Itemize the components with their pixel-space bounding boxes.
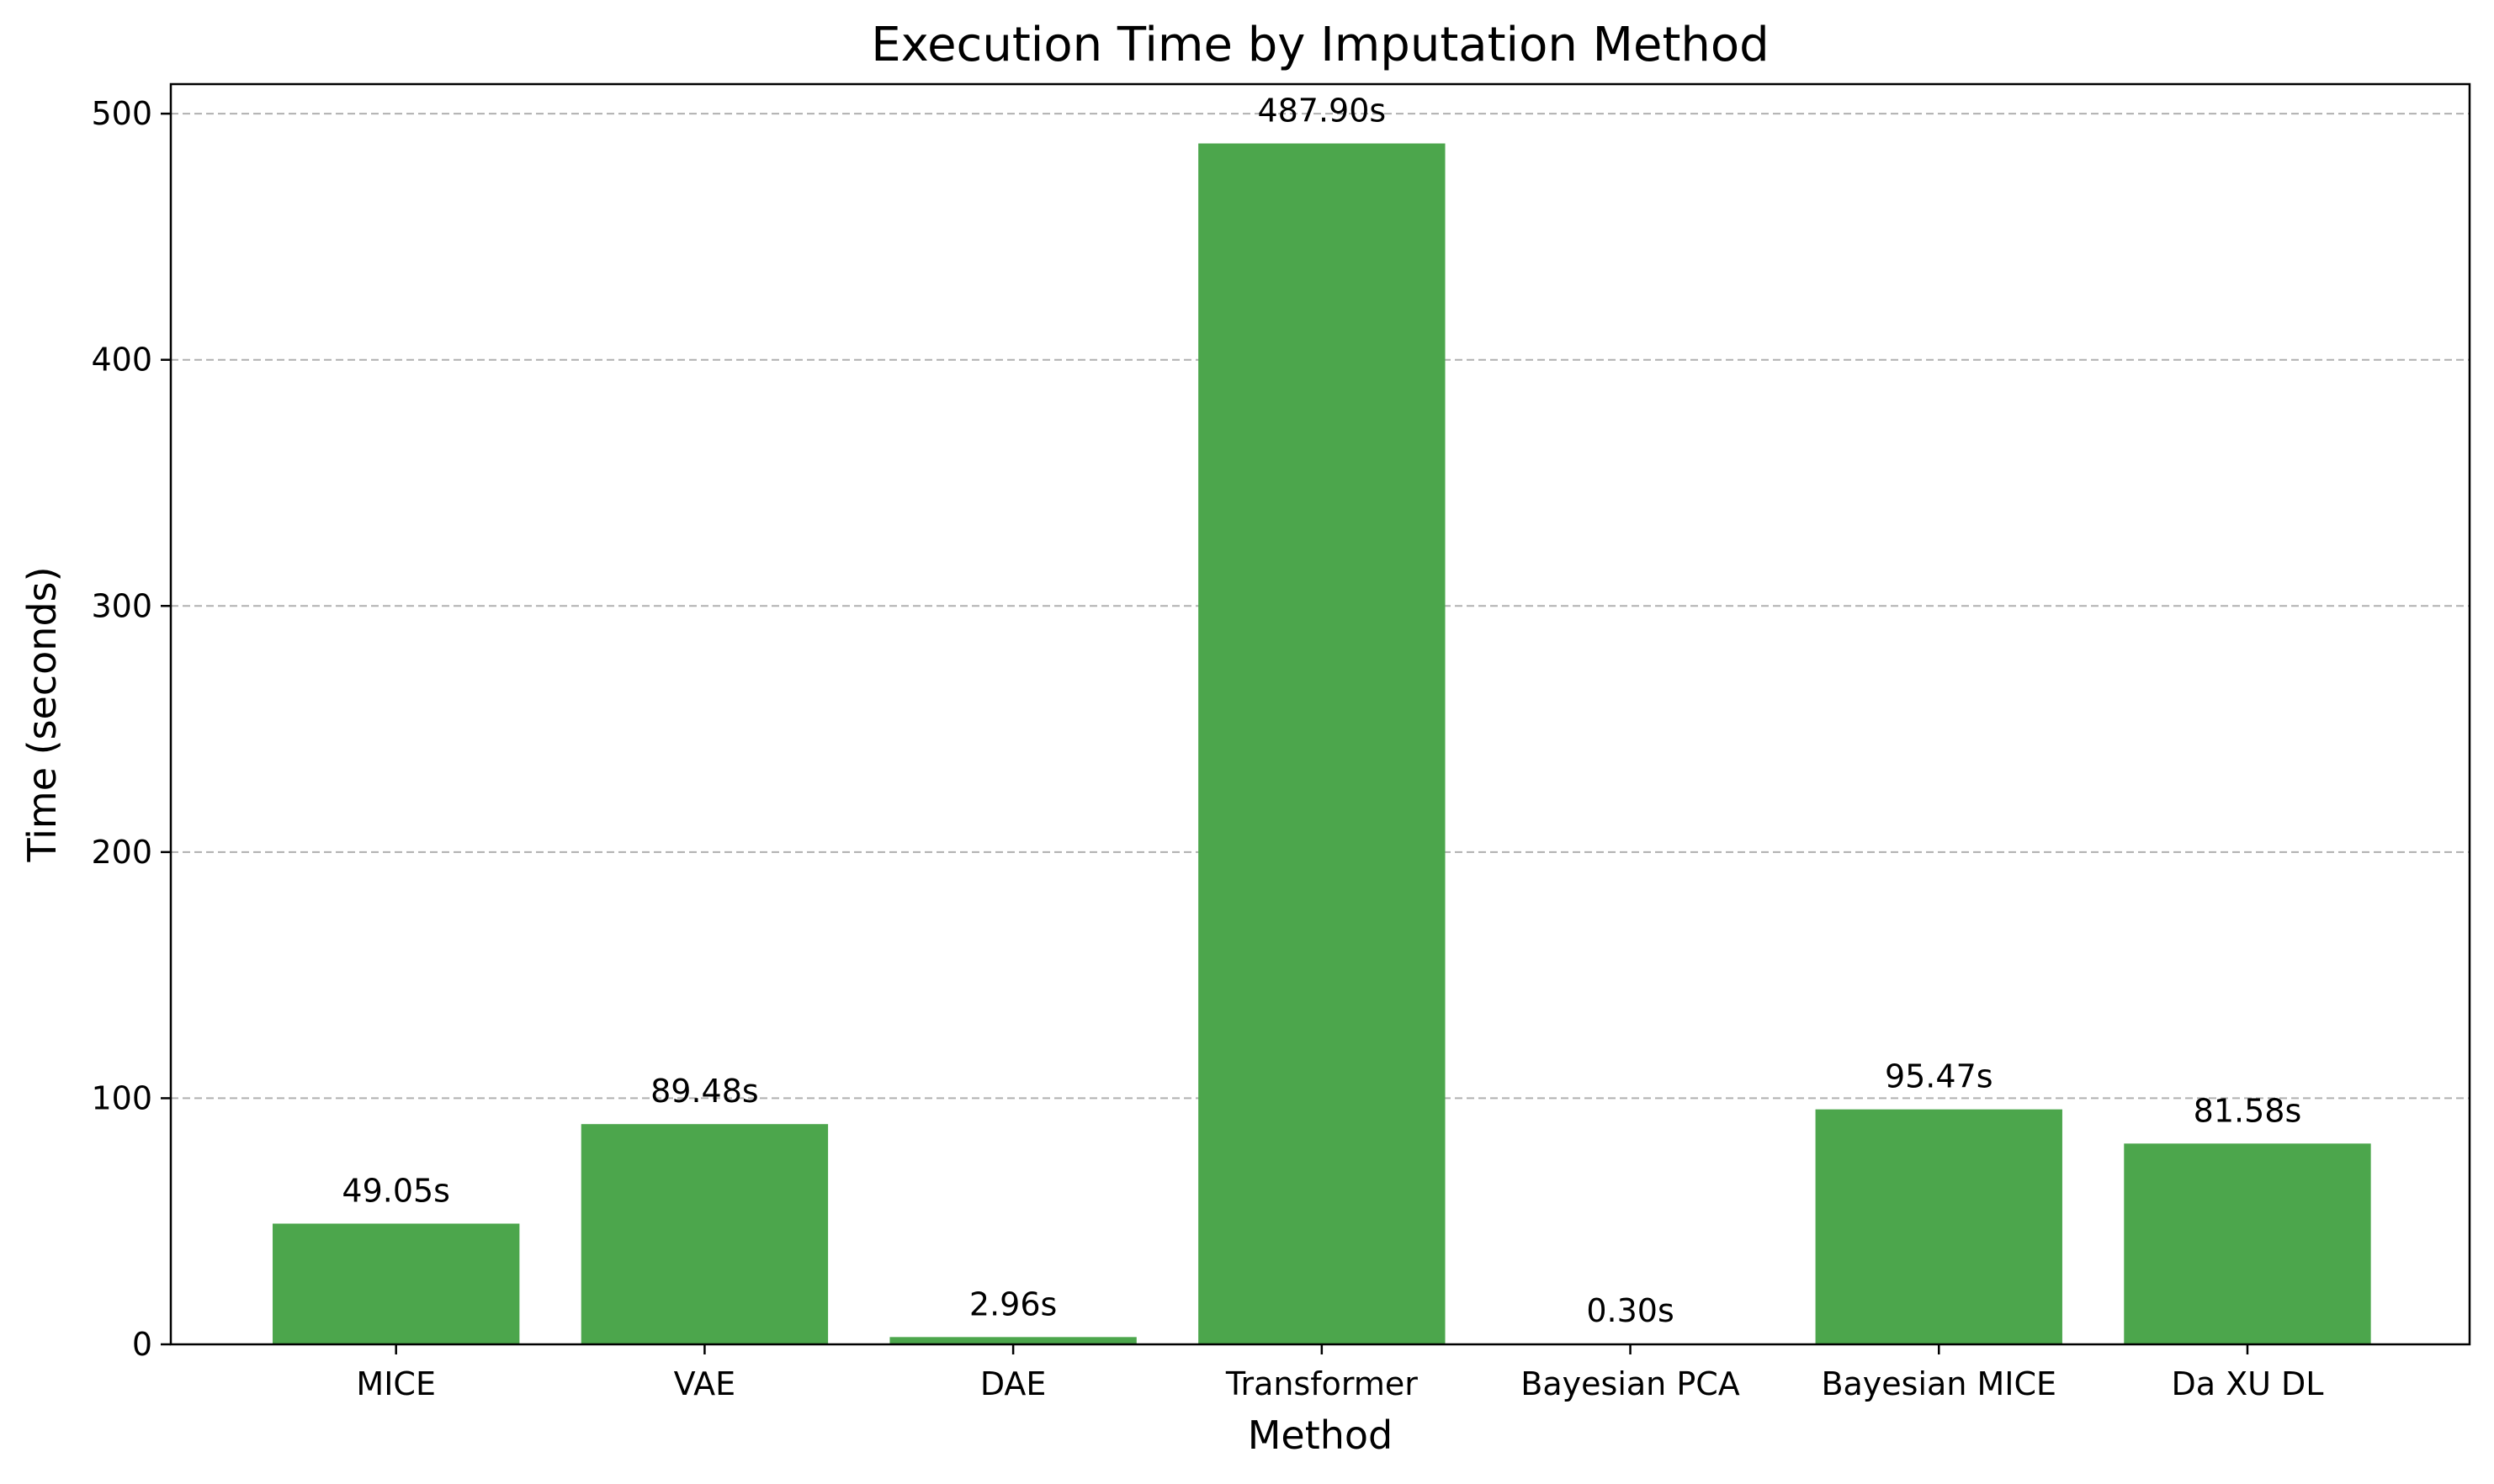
bar-value-label: 487.90s (1257, 93, 1386, 130)
x-tick-label: Bayesian PCA (1520, 1365, 1739, 1402)
bar-bayesian-mice (1815, 1109, 2062, 1344)
bar-da-xu-dl (2124, 1143, 2371, 1344)
bar-value-label: 89.48s (650, 1073, 759, 1110)
bars (273, 143, 2371, 1344)
bar-dae (889, 1337, 1137, 1344)
x-tick-label: Transformer (1225, 1365, 1418, 1402)
x-tick-label: DAE (980, 1365, 1047, 1402)
bar-transformer (1198, 143, 1446, 1344)
x-axis-title: Method (1248, 1412, 1393, 1458)
y-tick-label: 100 (91, 1079, 152, 1116)
bar-value-label: 81.58s (2194, 1092, 2302, 1129)
x-tick-label: Da XU DL (2171, 1365, 2323, 1402)
bar-value-label: 95.47s (1885, 1058, 1993, 1095)
plot-frame (169, 82, 2471, 1346)
bar-mice (273, 1223, 520, 1344)
bar-value-labels: 49.05s 89.48s 2.96s 487.90s 0.30s 95.47s 81.58… (342, 93, 2301, 1330)
x-axis-ticks: MICE VAE DAE Transformer Bayesian PCA Bayesia… (356, 1344, 2323, 1402)
bar-value-label: 2.96s (969, 1285, 1057, 1322)
chart-title: Execution Time by Imputation Method (871, 18, 1769, 72)
bar-vae (581, 1124, 829, 1344)
y-axis-ticks: 0 100 200 300 400 500 (91, 95, 171, 1363)
bar-value-label: 0.30s (1586, 1292, 1674, 1329)
y-tick-label: 500 (91, 95, 152, 132)
bar-value-label: 49.05s (342, 1172, 450, 1209)
y-tick-label: 300 (91, 587, 152, 624)
y-tick-label: 200 (91, 834, 152, 871)
y-tick-label: 400 (91, 342, 152, 379)
y-axis-title: Time (seconds) (19, 566, 65, 862)
x-tick-label: Bayesian MICE (1821, 1365, 2056, 1402)
y-tick-label: 0 (132, 1326, 152, 1363)
x-tick-label: VAE (674, 1365, 736, 1402)
x-tick-label: MICE (356, 1365, 436, 1402)
